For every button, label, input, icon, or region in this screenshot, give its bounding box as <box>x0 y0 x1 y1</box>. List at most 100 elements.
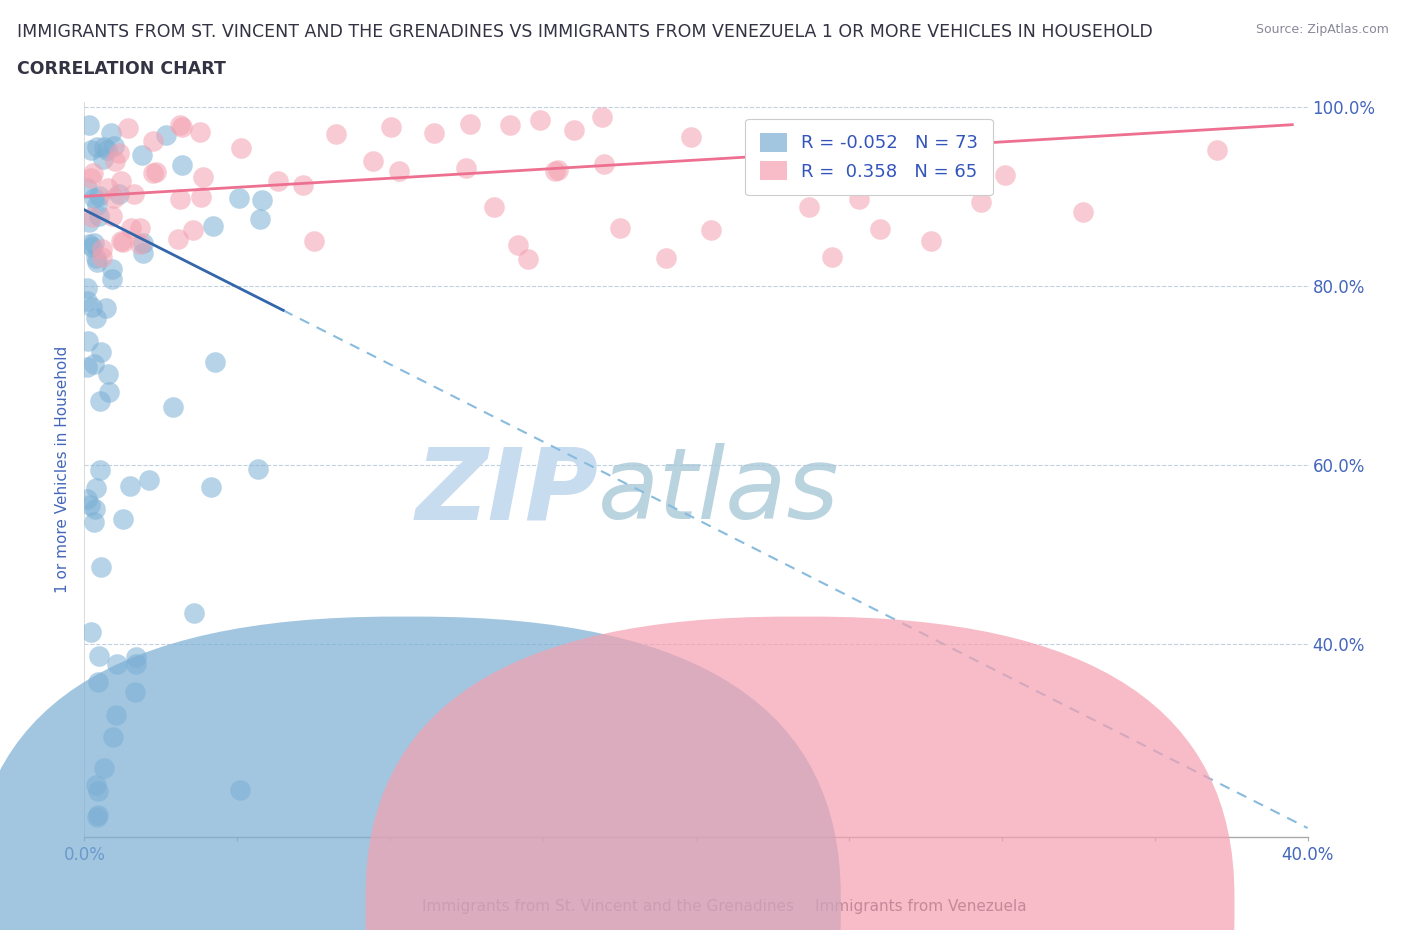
Point <box>100 126 122 140</box>
Point <box>83 514 105 529</box>
Text: ZIP: ZIP <box>415 444 598 540</box>
Point <box>970 194 993 209</box>
Point <box>101 262 124 277</box>
Point <box>91 242 114 257</box>
Point <box>699 223 721 238</box>
Point <box>118 479 141 494</box>
Point <box>138 472 160 487</box>
Text: Immigrants from Venezuela: Immigrants from Venezuela <box>815 899 1028 914</box>
Text: Source: ZipAtlas.com: Source: ZipAtlas.com <box>1256 23 1389 36</box>
Point <box>110 173 132 188</box>
Point <box>250 193 273 207</box>
Point <box>1071 205 1094 219</box>
Point <box>249 211 271 226</box>
Point <box>84 480 107 495</box>
Point <box>80 209 103 224</box>
Point <box>142 134 165 149</box>
Point <box>89 393 111 408</box>
Point <box>77 215 100 230</box>
Point <box>101 208 124 223</box>
Point <box>93 140 115 154</box>
Point <box>79 170 101 185</box>
Point <box>155 127 177 142</box>
Point <box>129 220 152 235</box>
Point <box>516 251 538 266</box>
Point <box>91 250 114 265</box>
Point <box>883 154 905 169</box>
Point <box>229 783 252 798</box>
Point <box>188 125 211 140</box>
Point <box>86 140 108 154</box>
Point <box>380 120 402 135</box>
Point <box>169 192 191 206</box>
Point <box>76 359 98 374</box>
Point <box>132 235 155 250</box>
Text: CORRELATION CHART: CORRELATION CHART <box>17 60 226 78</box>
Point <box>848 192 870 206</box>
Point <box>76 492 98 507</box>
Point <box>84 777 107 792</box>
Point <box>458 117 481 132</box>
Point <box>120 220 142 235</box>
Point <box>388 164 411 179</box>
Point <box>202 219 225 233</box>
Point <box>869 221 891 236</box>
Point <box>132 246 155 260</box>
Point <box>83 501 105 516</box>
Point <box>499 118 522 133</box>
Point <box>110 233 132 248</box>
Text: atlas: atlas <box>598 444 839 540</box>
Point <box>87 208 110 223</box>
Legend: R = -0.052   N = 73, R =  0.358   N = 65: R = -0.052 N = 73, R = 0.358 N = 65 <box>745 119 993 195</box>
Point <box>100 272 122 286</box>
Point <box>200 480 222 495</box>
Point <box>103 729 125 744</box>
Point <box>484 199 506 214</box>
Point <box>76 181 98 196</box>
Point <box>593 156 616 171</box>
Point <box>76 281 98 296</box>
Point <box>90 344 112 359</box>
Point <box>506 238 529 253</box>
Point <box>80 142 103 157</box>
Text: IMMIGRANTS FROM ST. VINCENT AND THE GRENADINES VS IMMIGRANTS FROM VENEZUELA 1 OR: IMMIGRANTS FROM ST. VINCENT AND THE GREN… <box>17 23 1153 41</box>
Point <box>97 367 120 382</box>
Point <box>131 148 153 163</box>
Point <box>90 560 112 575</box>
Point <box>107 145 129 160</box>
Point <box>125 649 148 664</box>
Point <box>79 498 101 512</box>
Point <box>117 120 139 135</box>
Point <box>204 354 226 369</box>
Text: Immigrants from St. Vincent and the Grenadines: Immigrants from St. Vincent and the Gren… <box>422 899 794 914</box>
Point <box>125 657 148 671</box>
Point <box>97 180 120 195</box>
Point <box>169 117 191 132</box>
Point <box>679 130 702 145</box>
Point <box>79 117 101 132</box>
Point <box>80 299 103 314</box>
Y-axis label: 1 or more Vehicles in Household: 1 or more Vehicles in Household <box>55 346 70 593</box>
Point <box>124 685 146 700</box>
Point <box>84 311 107 325</box>
Point <box>190 190 212 205</box>
Point <box>183 605 205 620</box>
Point <box>799 200 821 215</box>
Point <box>89 649 111 664</box>
Point <box>91 152 114 166</box>
Point <box>325 126 347 141</box>
Point <box>423 126 446 140</box>
Point <box>83 357 105 372</box>
Point <box>84 251 107 266</box>
Point <box>544 164 567 179</box>
Point <box>83 191 105 206</box>
Point <box>291 178 314 193</box>
Point <box>231 140 253 155</box>
Point <box>76 294 98 309</box>
Point <box>529 113 551 127</box>
Point <box>94 300 117 315</box>
Point <box>108 187 131 202</box>
Point <box>361 153 384 168</box>
Point <box>82 166 104 180</box>
Point <box>128 236 150 251</box>
